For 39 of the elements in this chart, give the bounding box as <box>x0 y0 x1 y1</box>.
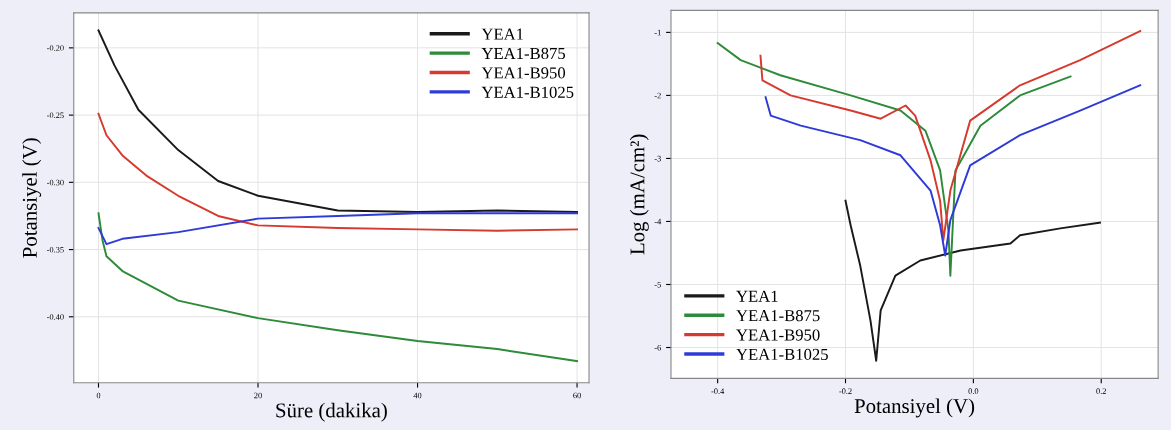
line-series <box>97 29 579 213</box>
x-tick-label: 0.2 <box>1096 388 1106 395</box>
line-series <box>764 84 1142 257</box>
x-tick-label: 20 <box>254 392 262 399</box>
x-tick-label: -0.2 <box>839 388 852 395</box>
y-tick-label: -0.25 <box>47 112 64 119</box>
y-tick-label: -0.20 <box>47 45 64 51</box>
y-tick-label: -0.30 <box>47 179 64 186</box>
x-axis-title: Potansiyel (V) <box>854 398 975 418</box>
y-axis-title: Potansiyel (V) <box>22 138 42 258</box>
legend-label: YEA1-B1025 <box>736 348 828 361</box>
y-tick-label: -5 <box>654 281 661 288</box>
legend-label: YEA1 <box>481 28 524 40</box>
y-tick-label: -3 <box>654 155 661 162</box>
x-tick-label: 60 <box>573 392 581 399</box>
y-axis-title: Log (mA/cm²) <box>629 134 649 255</box>
x-tick-label: 40 <box>413 392 422 399</box>
line-series <box>759 30 1142 242</box>
legend-label: YEA1 <box>736 290 778 302</box>
legend-label: YEA1-B950 <box>481 67 566 79</box>
x-axis-title: Süre (dakika) <box>276 402 387 422</box>
x-tick-label: 0.0 <box>968 388 979 395</box>
line-series <box>716 42 1072 277</box>
legend-label: YEA1-B950 <box>736 329 820 341</box>
y-tick-label: -0.40 <box>47 314 64 320</box>
line-series <box>97 212 579 363</box>
line-series <box>844 199 1101 362</box>
line-series <box>97 112 579 232</box>
y-tick-label: -1 <box>654 29 661 36</box>
y-tick-label: -0.35 <box>47 246 64 253</box>
line-series <box>97 212 579 246</box>
y-tick-label: -4 <box>654 218 662 225</box>
x-tick-label: -0.4 <box>711 388 725 395</box>
x-tick-label: 0 <box>96 392 101 399</box>
legend-label: YEA1-B1025 <box>481 86 574 98</box>
legend-label: YEA1-B875 <box>736 310 820 322</box>
y-tick-label: -6 <box>654 344 662 351</box>
y-tick-label: -2 <box>654 92 661 99</box>
legend-label: YEA1-B875 <box>481 47 566 60</box>
